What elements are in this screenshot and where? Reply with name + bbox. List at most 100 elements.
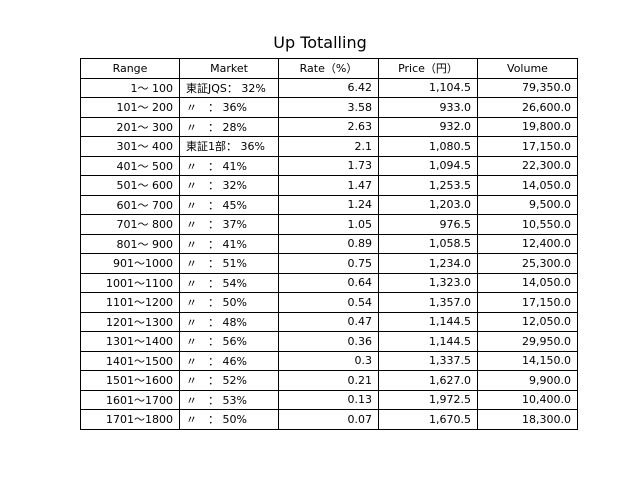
table-row: 101～ 200 〃 ： 36% 3.58 933.0 26,600.0 [80, 97, 578, 118]
cell-price: 1,080.5 [378, 136, 478, 157]
cell-rate: 1.73 [278, 155, 379, 176]
cell-rate: 0.89 [278, 233, 379, 254]
cell-market: 〃 ： 41% [179, 233, 279, 254]
cell-price: 1,627.0 [378, 370, 478, 391]
cell-price: 1,234.0 [378, 253, 478, 274]
cell-market: 〃 ： 46% [179, 350, 279, 371]
cell-volume: 9,500.0 [477, 194, 578, 215]
cell-price: 1,323.0 [378, 272, 478, 293]
cell-volume: 17,150.0 [477, 292, 578, 313]
cell-market: 〃 ： 48% [179, 311, 279, 332]
cell-volume: 14,150.0 [477, 350, 578, 371]
cell-market: 〃 ： 50% [179, 409, 279, 430]
cell-range: 1601～1700 [80, 389, 180, 410]
cell-price: 1,144.5 [378, 311, 478, 332]
cell-volume: 14,050.0 [477, 175, 578, 196]
cell-market: 〃 ： 51% [179, 253, 279, 274]
cell-volume: 12,400.0 [477, 233, 578, 254]
cell-market: 〃 ： 45% [179, 194, 279, 215]
table-row: 601～ 700 〃 ： 45% 1.24 1,203.0 9,500.0 [80, 194, 578, 215]
cell-volume: 14,050.0 [477, 272, 578, 293]
cell-volume: 22,300.0 [477, 155, 578, 176]
table-row: 1701～1800 〃 ： 50% 0.07 1,670.5 18,300.0 [80, 409, 578, 430]
cell-market: 〃 ： 41% [179, 155, 279, 176]
table-row: 1601～1700 〃 ： 53% 0.13 1,972.5 10,400.0 [80, 389, 578, 410]
cell-price: 1,104.5 [378, 77, 478, 98]
table-row: 701～ 800 〃 ： 37% 1.05 976.5 10,550.0 [80, 214, 578, 235]
cell-range: 1301～1400 [80, 331, 180, 352]
table-row: 1～ 100 東証JQS： 32% 6.42 1,104.5 79,350.0 [80, 77, 578, 98]
cell-volume: 18,300.0 [477, 409, 578, 430]
cell-market: 〃 ： 32% [179, 175, 279, 196]
cell-rate: 3.58 [278, 97, 379, 118]
cell-volume: 10,400.0 [477, 389, 578, 410]
cell-price: 1,058.5 [378, 233, 478, 254]
cell-price: 1,670.5 [378, 409, 478, 430]
data-table: Range Market Rate（%） Price（円） Volume 1～ … [80, 58, 578, 430]
header-row: Range Market Rate（%） Price（円） Volume [80, 58, 578, 79]
cell-range: 1～ 100 [80, 77, 180, 98]
table-row: 801～ 900 〃 ： 41% 0.89 1,058.5 12,400.0 [80, 233, 578, 254]
table-row: 1401～1500 〃 ： 46% 0.3 1,337.5 14,150.0 [80, 350, 578, 371]
cell-market: 〃 ： 50% [179, 292, 279, 313]
cell-price: 932.0 [378, 116, 478, 137]
cell-price: 1,144.5 [378, 331, 478, 352]
cell-market: 〃 ： 54% [179, 272, 279, 293]
cell-rate: 0.75 [278, 253, 379, 274]
column-header-rate: Rate（%） [278, 58, 379, 79]
cell-market: 東証JQS： 32% [179, 77, 279, 98]
cell-volume: 17,150.0 [477, 136, 578, 157]
table-row: 1101～1200 〃 ： 50% 0.54 1,357.0 17,150.0 [80, 292, 578, 313]
cell-range: 901～1000 [80, 253, 180, 274]
cell-range: 501～ 600 [80, 175, 180, 196]
cell-rate: 6.42 [278, 77, 379, 98]
table-row: 401～ 500 〃 ： 41% 1.73 1,094.5 22,300.0 [80, 155, 578, 176]
cell-volume: 9,900.0 [477, 370, 578, 391]
table-row: 501～ 600 〃 ： 32% 1.47 1,253.5 14,050.0 [80, 175, 578, 196]
cell-range: 801～ 900 [80, 233, 180, 254]
column-header-volume: Volume [477, 58, 578, 79]
cell-price: 1,972.5 [378, 389, 478, 410]
table-title: Up Totalling [273, 33, 367, 52]
cell-volume: 19,800.0 [477, 116, 578, 137]
cell-market: 〃 ： 36% [179, 97, 279, 118]
cell-price: 1,094.5 [378, 155, 478, 176]
cell-volume: 79,350.0 [477, 77, 578, 98]
table-row: 901～1000 〃 ： 51% 0.75 1,234.0 25,300.0 [80, 253, 578, 274]
cell-price: 1,357.0 [378, 292, 478, 313]
cell-market: 〃 ： 52% [179, 370, 279, 391]
cell-rate: 0.64 [278, 272, 379, 293]
cell-volume: 29,950.0 [477, 331, 578, 352]
cell-market: 〃 ： 56% [179, 331, 279, 352]
table-row: 1201～1300 〃 ： 48% 0.47 1,144.5 12,050.0 [80, 311, 578, 332]
cell-volume: 26,600.0 [477, 97, 578, 118]
cell-range: 1101～1200 [80, 292, 180, 313]
table-row: 1001～1100 〃 ： 54% 0.64 1,323.0 14,050.0 [80, 272, 578, 293]
cell-market: 〃 ： 53% [179, 389, 279, 410]
table-row: 1301～1400 〃 ： 56% 0.36 1,144.5 29,950.0 [80, 331, 578, 352]
column-header-price: Price（円） [378, 58, 478, 79]
cell-range: 401～ 500 [80, 155, 180, 176]
cell-rate: 0.3 [278, 350, 379, 371]
table-row: 301～ 400 東証1部： 36% 2.1 1,080.5 17,150.0 [80, 136, 578, 157]
cell-range: 101～ 200 [80, 97, 180, 118]
cell-price: 933.0 [378, 97, 478, 118]
column-header-market: Market [179, 58, 279, 79]
cell-range: 1201～1300 [80, 311, 180, 332]
cell-price: 976.5 [378, 214, 478, 235]
cell-range: 201～ 300 [80, 116, 180, 137]
cell-price: 1,203.0 [378, 194, 478, 215]
cell-rate: 0.36 [278, 331, 379, 352]
cell-rate: 0.07 [278, 409, 379, 430]
cell-rate: 0.21 [278, 370, 379, 391]
cell-market: 〃 ： 28% [179, 116, 279, 137]
cell-range: 301～ 400 [80, 136, 180, 157]
cell-rate: 0.47 [278, 311, 379, 332]
column-header-range: Range [80, 58, 180, 79]
cell-rate: 1.47 [278, 175, 379, 196]
cell-range: 1501～1600 [80, 370, 180, 391]
cell-range: 1701～1800 [80, 409, 180, 430]
cell-rate: 1.05 [278, 214, 379, 235]
table-row: 1501～1600 〃 ： 52% 0.21 1,627.0 9,900.0 [80, 370, 578, 391]
cell-range: 701～ 800 [80, 214, 180, 235]
